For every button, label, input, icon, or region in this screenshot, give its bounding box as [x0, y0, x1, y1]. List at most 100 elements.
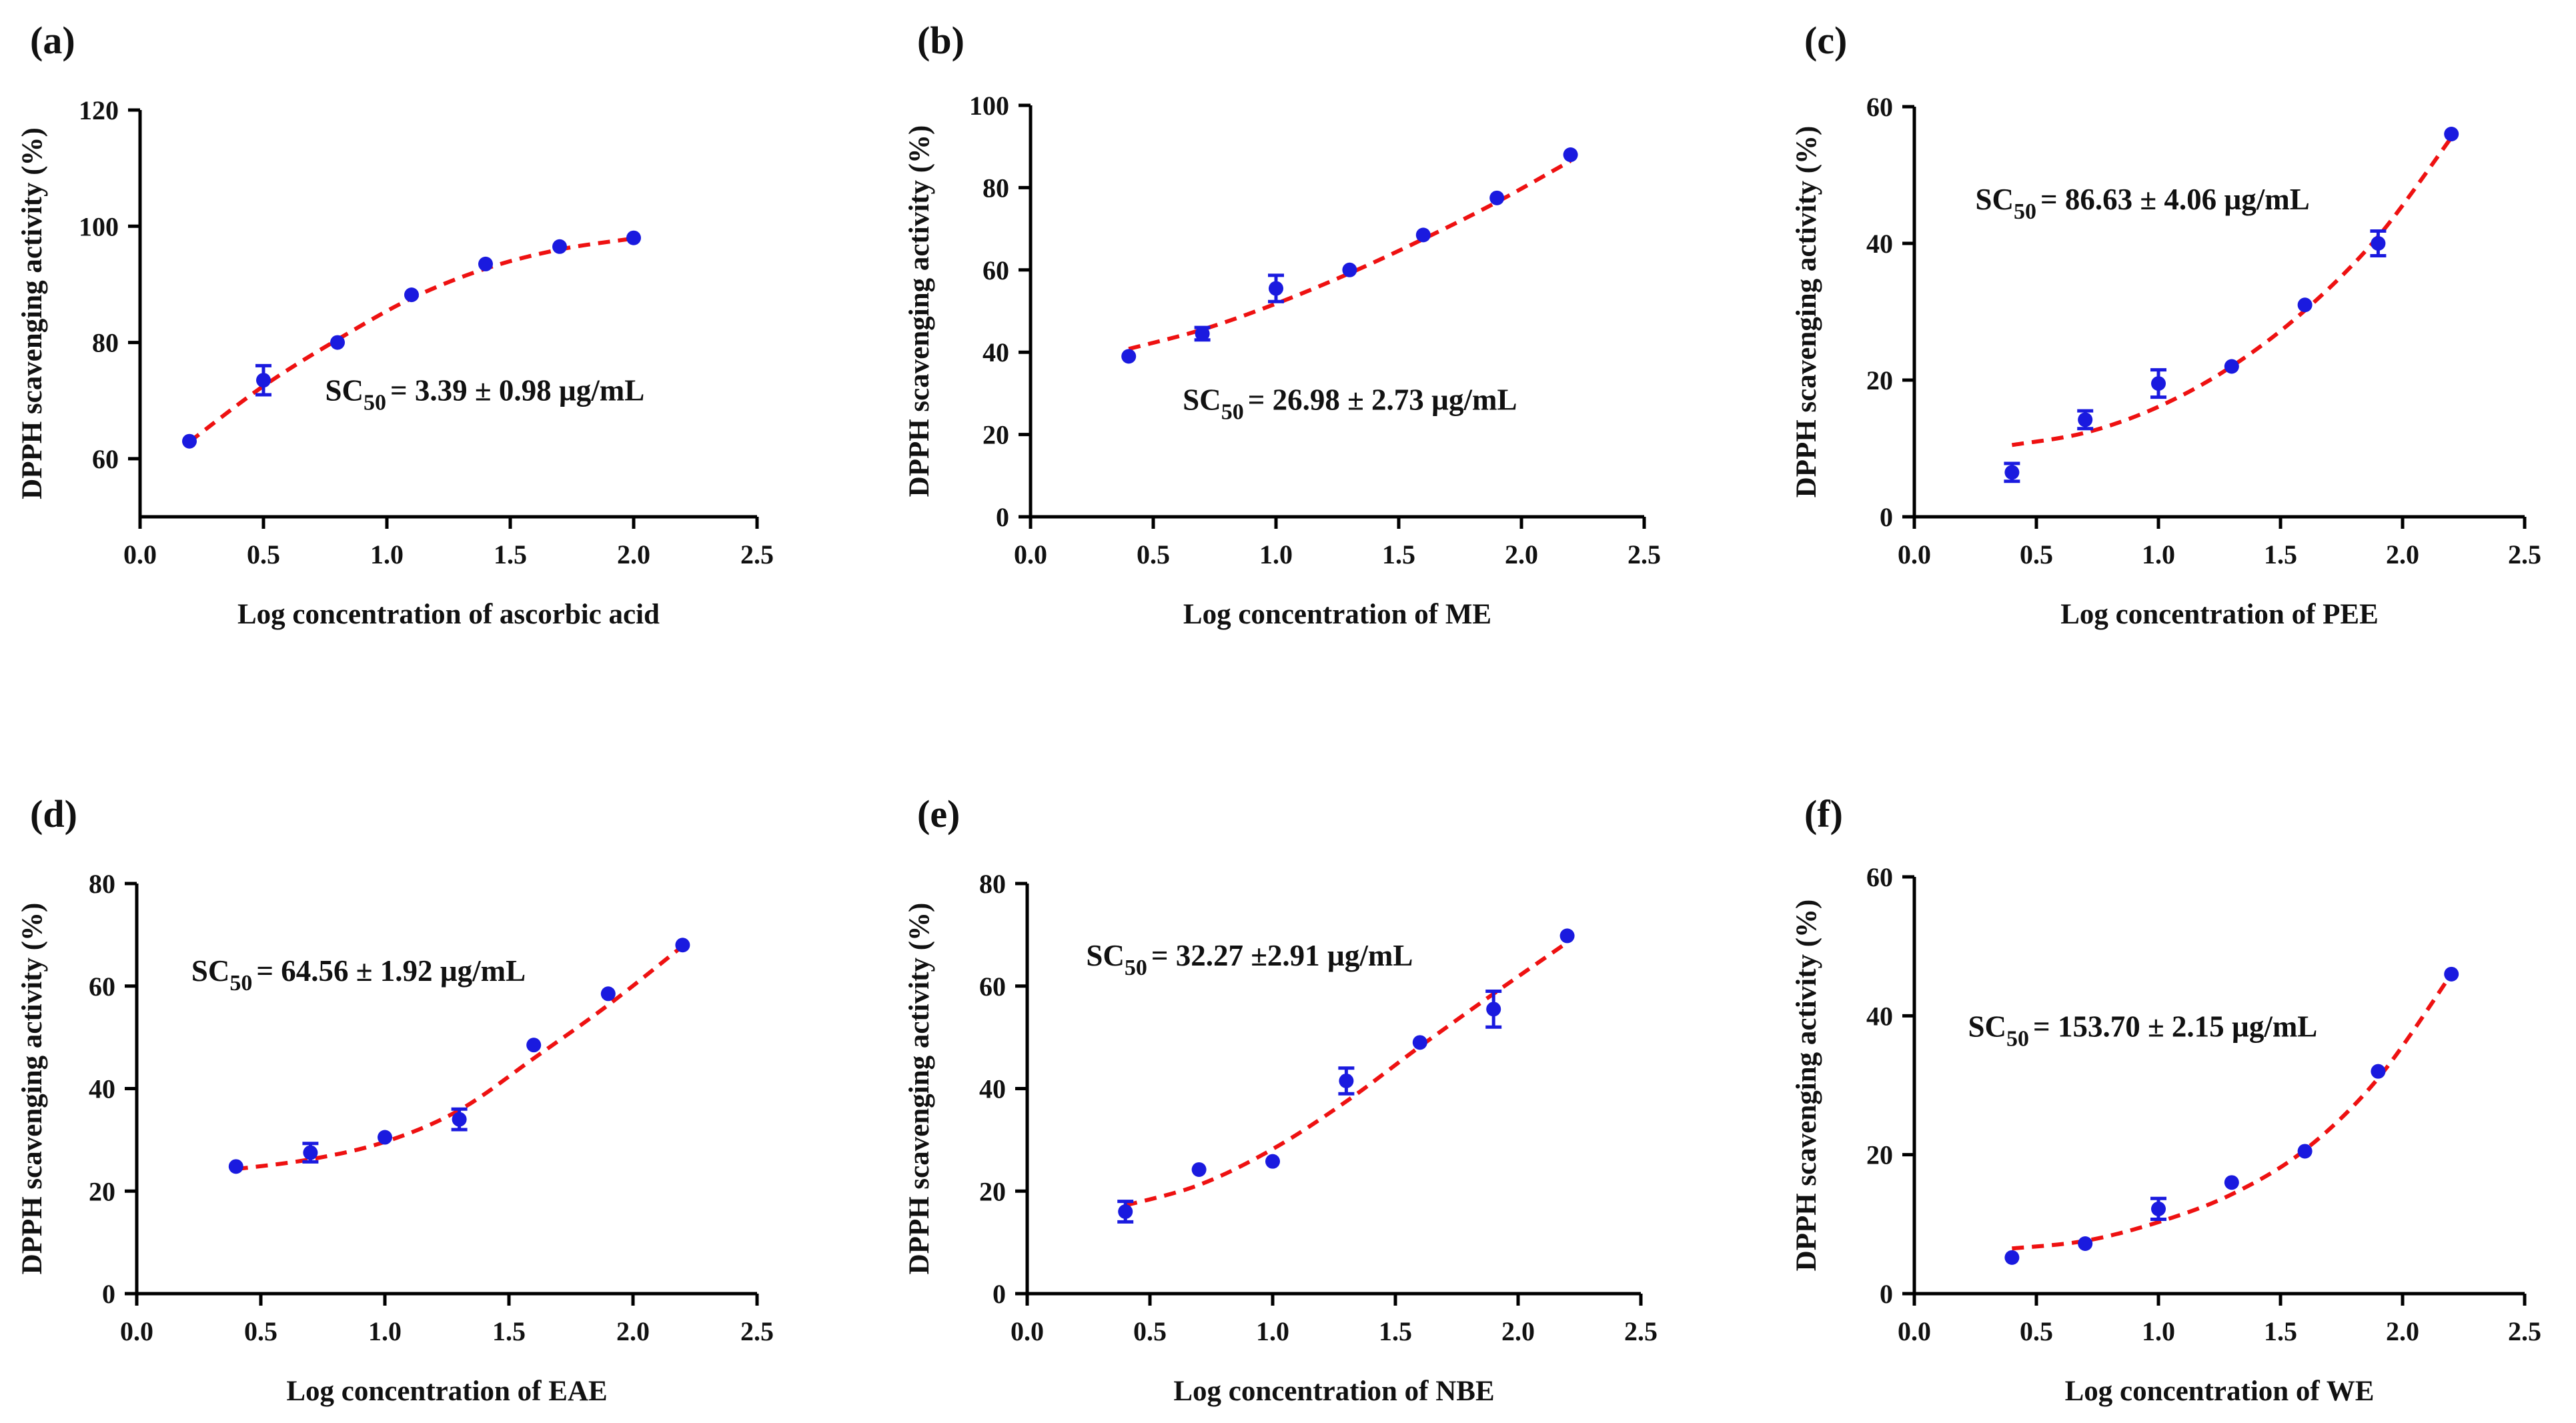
data-point [1339, 1073, 1354, 1088]
x-tick-label: 2.0 [2386, 539, 2419, 569]
x-tick-label: 1.5 [1382, 539, 1415, 569]
y-tick-label: 60 [983, 255, 1009, 285]
x-tick-label: 0.0 [1898, 539, 1931, 569]
x-tick-label: 1.0 [2142, 539, 2175, 569]
chart-panel-5: (e) 0.0 0.5 1.0 1.5 2.0 2.5 0 20 40 60 80 Log concen… [904, 792, 1658, 1407]
fit-curve [188, 236, 634, 443]
y-tick-label: 40 [1866, 229, 1893, 259]
x-tick-label: 1.5 [492, 1316, 526, 1346]
y-tick-label: 120 [79, 95, 119, 125]
y-tick-label: 100 [79, 211, 119, 241]
x-tick-label: 0.5 [244, 1316, 277, 1346]
y-axis-title: DPPH scavenging activity (%) [904, 903, 935, 1275]
x-tick-label: 0.5 [2020, 1316, 2053, 1346]
chart-panel-6: (f) 0.0 0.5 1.0 1.5 2.0 2.5 0 20 40 60 Log concentr… [1791, 792, 2541, 1407]
y-tick-label: 80 [89, 869, 115, 899]
panel-letter: (e) [917, 792, 960, 836]
data-point [182, 433, 197, 449]
y-tick-label: 60 [1866, 92, 1893, 122]
y-tick-label: 0 [993, 1279, 1006, 1309]
data-point [330, 335, 345, 350]
data-point [1412, 1035, 1427, 1050]
y-tick-label: 60 [92, 444, 119, 474]
y-tick-label: 40 [979, 1074, 1006, 1104]
x-tick-label: 0.5 [2020, 539, 2053, 569]
x-tick-label: 2.5 [740, 1316, 774, 1346]
x-tick-label: 2.5 [1628, 539, 1661, 569]
sc50-annotation: SC50 = 26.98 ± 2.73 µg/mL [1183, 383, 1517, 425]
data-point [256, 373, 271, 388]
x-tick-label: 2.5 [740, 539, 774, 569]
data-point [600, 986, 616, 1002]
x-tick-label: 1.0 [2142, 1316, 2175, 1346]
fit-curve [1128, 159, 1572, 351]
y-tick-label: 40 [89, 1074, 115, 1104]
data-point [626, 230, 641, 245]
y-axis-title: DPPH scavenging activity (%) [1791, 126, 1822, 498]
data-point [1415, 227, 1431, 243]
data-point [1559, 928, 1575, 944]
data-point [1489, 190, 1505, 205]
x-tick-label: 2.5 [2508, 539, 2541, 569]
x-tick-label: 0.0 [1011, 1316, 1044, 1346]
y-axis-title: DPPH scavenging activity (%) [1791, 900, 1822, 1272]
sc50-annotation: SC50 = 32.27 ±2.91 µg/mL [1086, 939, 1413, 980]
x-tick-label: 2.0 [617, 539, 650, 569]
y-axis-title: DPPH scavenging activity (%) [17, 127, 48, 499]
panel-letter: (c) [1804, 19, 1847, 62]
data-point [2224, 359, 2239, 374]
chart-panel-3: (c) 0.0 0.5 1.0 1.5 2.0 2.5 0 20 40 60 Log concentr… [1791, 19, 2541, 630]
fit-curve [2011, 136, 2453, 447]
y-tick-label: 20 [1866, 1140, 1893, 1170]
sc50-annotation: SC50 = 64.56 ± 1.92 µg/mL [191, 954, 526, 996]
y-tick-label: 20 [89, 1176, 115, 1206]
data-point [478, 256, 493, 271]
y-tick-label: 0 [1880, 1279, 1893, 1309]
x-tick-label: 2.0 [2386, 1316, 2419, 1346]
x-tick-label: 1.0 [1259, 539, 1293, 569]
sc50-annotation: SC50 = 3.39 ± 0.98 µg/mL [326, 374, 645, 415]
data-point [2151, 1201, 2166, 1216]
data-point [2371, 236, 2386, 251]
y-tick-label: 80 [983, 173, 1009, 203]
x-tick-label: 1.0 [368, 1316, 402, 1346]
y-tick-label: 40 [983, 337, 1009, 367]
sc50-annotation: SC50 = 86.63 ± 4.06 µg/mL [1976, 183, 2310, 224]
data-point [228, 1159, 243, 1174]
y-tick-label: 60 [89, 972, 115, 1002]
y-tick-label: 0 [102, 1279, 115, 1309]
y-tick-label: 20 [1866, 365, 1893, 395]
data-point [1342, 262, 1357, 277]
x-axis-title: Log concentration of ascorbic acid [237, 599, 660, 630]
data-point [2444, 966, 2459, 982]
data-point [1486, 1002, 1501, 1017]
y-tick-label: 0 [996, 502, 1009, 532]
data-point [303, 1145, 318, 1160]
y-tick-label: 80 [979, 869, 1006, 899]
data-point [1191, 1162, 1207, 1177]
data-point [675, 938, 690, 953]
chart-panel-1: (a) 0.0 0.5 1.0 1.5 2.0 2.5 60 80 100 120 Log conce… [17, 19, 774, 630]
x-tick-label: 0.5 [1133, 1316, 1167, 1346]
y-tick-label: 20 [983, 420, 1009, 450]
x-tick-label: 1.5 [1379, 1316, 1412, 1346]
data-point [552, 239, 567, 254]
y-tick-label: 60 [1866, 862, 1893, 892]
x-axis-title: Log concentration of ME [1183, 599, 1491, 630]
y-axis-title: DPPH scavenging activity (%) [904, 125, 935, 497]
y-axis-title: DPPH scavenging activity (%) [17, 903, 48, 1275]
y-tick-label: 100 [969, 91, 1009, 121]
x-tick-label: 2.5 [2508, 1316, 2541, 1346]
panel-letter: (b) [917, 19, 964, 62]
chart-panel-2: (b) 0.0 0.5 1.0 1.5 2.0 2.5 0 20 40 60 80 100 Log con… [904, 19, 1661, 630]
data-point [2151, 376, 2166, 391]
x-tick-label: 0.0 [123, 539, 157, 569]
data-point [404, 287, 419, 303]
data-point [2224, 1175, 2239, 1190]
x-tick-label: 0.0 [1898, 1316, 1931, 1346]
data-point [2078, 1236, 2093, 1251]
panel-letter: (f) [1804, 792, 1843, 836]
data-point [526, 1038, 542, 1053]
x-tick-label: 2.0 [616, 1316, 650, 1346]
x-tick-label: 1.5 [494, 539, 527, 569]
